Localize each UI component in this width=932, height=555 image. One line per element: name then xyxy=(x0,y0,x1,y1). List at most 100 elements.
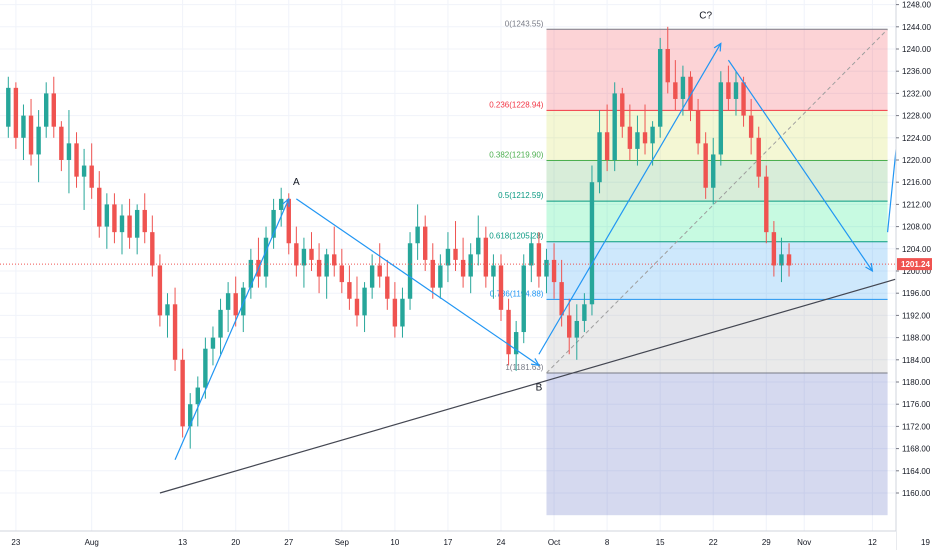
candle-body xyxy=(134,209,140,238)
candle-body xyxy=(491,265,496,277)
wave-arrow[interactable] xyxy=(174,197,290,460)
time-tick-label: 23 xyxy=(11,538,20,547)
candle-body xyxy=(423,226,428,260)
price-tick-label: 1244.00 xyxy=(902,23,931,32)
fib-zone xyxy=(546,241,888,300)
time-tick-label: 13 xyxy=(178,538,187,547)
candle-body xyxy=(97,187,102,227)
candle-body xyxy=(51,93,56,127)
candle-body xyxy=(112,204,117,233)
wave-arrow[interactable] xyxy=(538,42,722,355)
drawing-layer[interactable]: A B C? xyxy=(159,8,914,494)
candle-body xyxy=(445,248,451,266)
candle-body xyxy=(278,198,284,210)
candle-body xyxy=(635,132,640,149)
candle-body xyxy=(430,259,435,288)
time-tick-label: 15 xyxy=(656,538,665,547)
candle-body xyxy=(748,115,754,138)
candle-body xyxy=(188,404,193,427)
candle-body xyxy=(13,87,19,138)
candle-body xyxy=(332,254,337,266)
price-tick-label: 1232.00 xyxy=(902,89,931,98)
candle-body xyxy=(680,76,686,99)
candle-body xyxy=(597,132,602,183)
current-price-label: 1201.24 xyxy=(901,260,930,269)
candle-body xyxy=(627,126,633,149)
candle-body xyxy=(650,126,655,144)
candle-body xyxy=(559,282,564,316)
fibonacci-retracement[interactable]: 0(1243.55) 0.236(1228.94) 0.382(1219.90) 0.… xyxy=(489,19,888,516)
fib-trend-diagonal xyxy=(546,28,888,374)
candle-body xyxy=(347,282,352,299)
candle-body xyxy=(506,309,511,355)
candle-body xyxy=(733,82,739,99)
candle-body xyxy=(400,298,405,327)
candle-body xyxy=(21,115,26,138)
candle-body xyxy=(574,320,579,338)
candle-body xyxy=(362,287,367,316)
fib-zone xyxy=(546,110,888,161)
candle-body xyxy=(415,226,420,244)
candle-body xyxy=(203,348,208,388)
time-tick-label: 20 xyxy=(231,538,240,547)
candle-body xyxy=(453,248,458,260)
candle-body xyxy=(74,143,79,177)
price-axis[interactable]: 1160.00 1164.00 1168.00 1172.00 1176.00 1180.… xyxy=(895,0,932,550)
candle-body xyxy=(104,204,110,227)
price-tick-label: 1208.00 xyxy=(902,223,931,232)
time-tick-label: 19 xyxy=(921,538,930,547)
time-tick-label: 8 xyxy=(605,538,610,547)
time-axis[interactable]: 23 Aug 13 20 27 Sep 10 17 24 Oct 8 15 22 29 Nov 12 19 xyxy=(0,530,930,550)
candle-body xyxy=(544,259,549,277)
candle-body xyxy=(324,254,329,277)
candle-body xyxy=(286,198,291,244)
candle-body xyxy=(695,110,701,144)
fib-zone xyxy=(546,29,888,111)
price-tick-label: 1248.00 xyxy=(902,1,931,10)
price-tick-label: 1188.00 xyxy=(902,334,931,343)
candle-body xyxy=(28,115,34,155)
wave-label: A xyxy=(293,177,300,188)
fib-level-label: 0.5(1212.59) xyxy=(498,191,544,200)
candle-body xyxy=(665,49,670,83)
price-tick-label: 1224.00 xyxy=(902,134,931,143)
candle-body xyxy=(604,132,610,160)
candle-body xyxy=(620,93,625,127)
candle-body xyxy=(567,315,572,338)
candle-body xyxy=(165,304,170,316)
wave-arrow[interactable] xyxy=(296,198,541,367)
candle-body xyxy=(779,254,784,266)
price-tick-label: 1204.00 xyxy=(902,245,931,254)
candle-body xyxy=(225,293,231,310)
candle-body xyxy=(460,259,466,277)
time-tick-label: 10 xyxy=(390,538,399,547)
candle-body xyxy=(392,298,398,327)
candle-body xyxy=(521,265,526,333)
candle-body xyxy=(195,387,200,405)
price-tick-label: 1212.00 xyxy=(902,200,931,209)
candle-body xyxy=(582,304,587,321)
support-trendline[interactable] xyxy=(159,278,896,494)
price-tick-label: 1236.00 xyxy=(902,67,931,76)
candle-body xyxy=(150,232,155,266)
candle-body xyxy=(59,126,64,160)
candle-body xyxy=(66,143,72,160)
candle-body xyxy=(309,248,314,260)
price-tick-label: 1164.00 xyxy=(902,467,931,476)
time-tick-label: Aug xyxy=(85,538,99,547)
candle-body xyxy=(536,243,542,277)
candle-body xyxy=(756,137,761,177)
candle-body xyxy=(218,309,223,338)
candle-body xyxy=(688,76,693,111)
candle-body xyxy=(498,265,504,310)
candle-body xyxy=(476,237,481,255)
arrow-head-icon xyxy=(865,262,874,273)
wave-arrow[interactable] xyxy=(727,59,874,273)
candle-body xyxy=(407,243,413,299)
candle-body xyxy=(301,248,307,266)
price-tick-label: 1196.00 xyxy=(902,289,931,298)
candle-body xyxy=(657,49,663,127)
fib-zone xyxy=(546,372,888,516)
